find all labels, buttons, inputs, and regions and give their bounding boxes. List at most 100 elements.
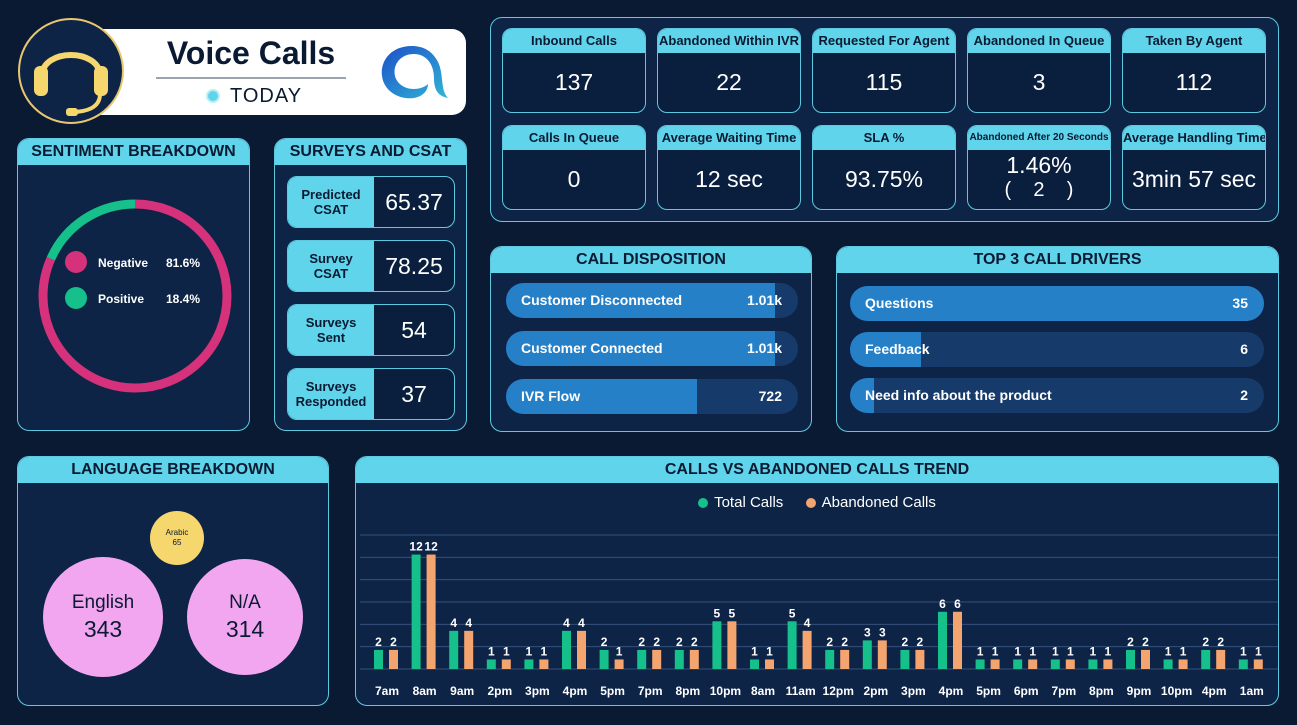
data-label: 6 [954,597,961,611]
kpi-abandoned-after-20-seconds[interactable]: Abandoned After 20 Seconds 1.46%( 2 ) [967,125,1111,210]
bar-abandoned-calls[interactable] [840,649,850,669]
data-label: 5 [789,606,796,620]
bar-abandoned-calls[interactable] [765,659,774,669]
data-label: 2 [917,635,924,649]
disposition-row[interactable]: Customer Connected 1.01k [506,331,798,366]
bar-total-calls[interactable] [411,554,421,669]
kpi-requested-for-agent[interactable]: Requested For Agent 115 [812,28,956,113]
driver-row[interactable]: Feedback 6 [850,332,1264,367]
x-tick-label: 9am [450,684,474,698]
bar-abandoned-calls[interactable] [877,640,887,669]
bar-total-calls[interactable] [975,659,985,669]
survey-label: Surveys Sent [288,305,374,355]
bar-abandoned-calls[interactable] [539,659,549,669]
bar-abandoned-calls[interactable] [990,659,1000,669]
kpi-sla-percent[interactable]: SLA % 93.75% [812,125,956,210]
kpi-label: Abandoned Within IVR [658,29,800,53]
bar-total-calls[interactable] [938,611,947,669]
bar-total-calls[interactable] [825,649,835,669]
bar-total-calls[interactable] [1126,649,1135,669]
driver-label: Feedback [865,341,930,357]
bar-abandoned-calls[interactable] [1103,659,1113,669]
bar-abandoned-calls[interactable] [689,649,699,669]
bar-abandoned-calls[interactable] [1178,659,1188,669]
bar-total-calls[interactable] [1013,659,1023,669]
data-label: 1 [1240,644,1247,658]
x-tick-label: 4pm [939,684,964,698]
bar-abandoned-calls[interactable] [1141,649,1150,669]
driver-label: Questions [865,295,934,311]
bar-total-calls[interactable] [1088,659,1098,669]
bar-total-calls[interactable] [562,630,571,669]
bar-total-calls[interactable] [374,649,383,669]
sentiment-title: SENTIMENT BREAKDOWN [18,139,249,165]
kpi-calls-in-queue[interactable]: Calls In Queue 0 [502,125,646,210]
x-tick-label: 10pm [1161,684,1192,698]
bar-abandoned-calls[interactable] [501,659,511,669]
bar-total-calls[interactable] [599,649,609,669]
driver-value: 2 [1240,387,1248,403]
language-bubble-arabic[interactable]: Arabic 65 [150,511,204,565]
legend-positive-dot [65,287,87,309]
kpi-taken-by-agent[interactable]: Taken By Agent 112 [1122,28,1266,113]
bar-abandoned-calls[interactable] [614,659,624,669]
data-label: 2 [638,635,645,649]
driver-label: Need info about the product [865,387,1052,403]
data-label: 1 [1255,644,1262,658]
bar-total-calls[interactable] [1163,659,1173,669]
bar-abandoned-calls[interactable] [389,649,398,669]
bar-abandoned-calls[interactable] [1065,659,1075,669]
bar-total-calls[interactable] [674,649,684,669]
kpi-average-waiting-time[interactable]: Average Waiting Time 12 sec [657,125,801,210]
bar-total-calls[interactable] [637,649,647,669]
bar-abandoned-calls[interactable] [953,611,962,669]
kpi-average-handling-time[interactable]: Average Handling Time 3min 57 sec [1122,125,1266,210]
bar-total-calls[interactable] [1238,659,1248,669]
data-label: 2 [601,635,608,649]
disposition-row[interactable]: IVR Flow 722 [506,379,798,414]
bar-total-calls[interactable] [712,621,722,669]
language-bubble-english[interactable]: English 343 [43,557,163,677]
driver-row[interactable]: Questions 35 [850,286,1264,321]
legend-negative-label: Negative [98,256,149,270]
bar-abandoned-calls[interactable] [1216,649,1226,669]
kpi-label: Average Handling Time [1123,126,1265,150]
bar-abandoned-calls[interactable] [727,621,737,669]
kpi-abandoned-in-queue[interactable]: Abandoned In Queue 3 [967,28,1111,113]
period-label[interactable]: TODAY [230,85,303,107]
bar-total-calls[interactable] [486,659,496,669]
x-tick-label: 2pm [487,684,512,698]
bar-total-calls[interactable] [900,649,910,669]
bar-abandoned-calls[interactable] [1028,659,1038,669]
data-label: 1 [1029,644,1036,658]
bubble-value: 314 [225,615,265,642]
driver-row[interactable]: Need info about the product 2 [850,378,1264,413]
bar-total-calls[interactable] [449,630,459,669]
bar-abandoned-calls[interactable] [464,630,474,669]
x-tick-label: 5pm [976,684,1001,698]
data-label: 6 [939,597,946,611]
kpi-inbound-calls[interactable]: Inbound Calls 137 [502,28,646,113]
disposition-row[interactable]: Customer Disconnected 1.01k [506,283,798,318]
bar-abandoned-calls[interactable] [915,649,925,669]
call-disposition-panel: CALL DISPOSITION Customer Disconnected 1.… [490,246,812,432]
bar-total-calls[interactable] [750,659,759,669]
kpi-value: 1.46% [1006,152,1072,178]
bar-abandoned-calls[interactable] [1253,659,1263,669]
bar-total-calls[interactable] [1050,659,1060,669]
bar-abandoned-calls[interactable] [652,649,662,669]
bar-total-calls[interactable] [862,640,872,669]
language-bubble-na[interactable]: N/A 314 [187,559,303,675]
kpi-abandoned-within-ivr[interactable]: Abandoned Within IVR 22 [657,28,801,113]
donut-segment-positive[interactable] [38,199,232,393]
kpi-label: Abandoned In Queue [968,29,1110,53]
bar-abandoned-calls[interactable] [426,554,436,669]
bar-abandoned-calls[interactable] [577,630,586,669]
bar-total-calls[interactable] [524,659,534,669]
x-tick-label: 1am [1240,684,1264,698]
bar-total-calls[interactable] [1201,649,1211,669]
x-tick-label: 7am [375,684,399,698]
bar-total-calls[interactable] [787,621,797,669]
bar-abandoned-calls[interactable] [802,630,812,669]
legend-positive-value: 18.4% [166,292,201,306]
